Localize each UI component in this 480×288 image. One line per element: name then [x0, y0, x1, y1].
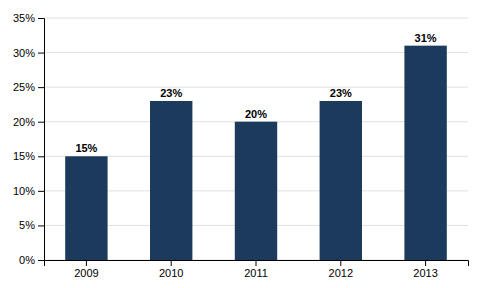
- bar: [320, 101, 362, 260]
- bar: [150, 101, 192, 260]
- tick: 5%: [19, 219, 44, 231]
- tick: 2012: [329, 260, 353, 279]
- data-labels: 15% 23% 20% 23% 31%: [75, 32, 436, 155]
- axis-line: [38, 19, 45, 261]
- tick-label: 2011: [244, 267, 268, 279]
- tick-label: 35%: [13, 12, 35, 24]
- tick-label: 2013: [413, 267, 437, 279]
- chart-container: 0%5%10%15%20%25%30%35%200920102011201220…: [0, 0, 480, 288]
- tick-label: 2010: [159, 267, 183, 279]
- tick: 20%: [13, 116, 44, 128]
- grid-line: [44, 18, 468, 19]
- tick-mark: [38, 191, 44, 192]
- tick-mark: [340, 260, 341, 266]
- tick: 2011: [244, 260, 268, 279]
- tick: 2010: [159, 260, 183, 279]
- tick-label: 25%: [13, 81, 35, 93]
- tick-mark: [38, 122, 44, 123]
- bar: [404, 46, 446, 260]
- tick-mark: [38, 18, 44, 19]
- tick: 30%: [13, 47, 44, 59]
- chart-svg: 0%5%10%15%20%25%30%35%200920102011201220…: [0, 0, 480, 288]
- tick-label: 30%: [13, 47, 35, 59]
- tick-label: 10%: [13, 185, 35, 197]
- tick-label: 20%: [13, 116, 35, 128]
- tick-mark: [38, 260, 44, 261]
- tick: 25%: [13, 81, 44, 93]
- data-label: 23%: [160, 87, 182, 99]
- tick-mark: [86, 260, 87, 266]
- data-label: 23%: [330, 87, 352, 99]
- axis-line: [45, 261, 469, 267]
- data-label: 31%: [415, 32, 437, 44]
- tick: 10%: [13, 185, 44, 197]
- x-axis: 2009 2010 2011 2012 2013: [45, 260, 469, 279]
- bar: [65, 156, 107, 260]
- data-label: 20%: [245, 108, 267, 120]
- tick-mark: [38, 87, 44, 88]
- bar: [235, 122, 277, 260]
- tick: 35%: [13, 12, 44, 24]
- tick-mark: [425, 260, 426, 266]
- tick: 2009: [74, 260, 98, 279]
- tick: 2013: [413, 260, 437, 279]
- bars: [65, 46, 447, 260]
- tick: 0%: [19, 254, 44, 266]
- tick-label: 0%: [19, 254, 35, 266]
- y-axis: 0% 5% 10% 15% 20% 25% 30% 35%: [13, 12, 45, 266]
- tick-label: 5%: [19, 219, 35, 231]
- data-label: 15%: [75, 142, 97, 154]
- tick-mark: [256, 260, 257, 266]
- tick-mark: [38, 53, 44, 54]
- tick-mark: [38, 156, 44, 157]
- tick-label: 15%: [13, 150, 35, 162]
- tick-mark: [38, 225, 44, 226]
- tick-mark: [171, 260, 172, 266]
- grid: [44, 18, 468, 260]
- plot: 0%5%10%15%20%25%30%35%200920102011201220…: [13, 12, 469, 279]
- tick: 15%: [13, 150, 44, 162]
- tick-label: 2012: [329, 267, 353, 279]
- tick-label: 2009: [74, 267, 98, 279]
